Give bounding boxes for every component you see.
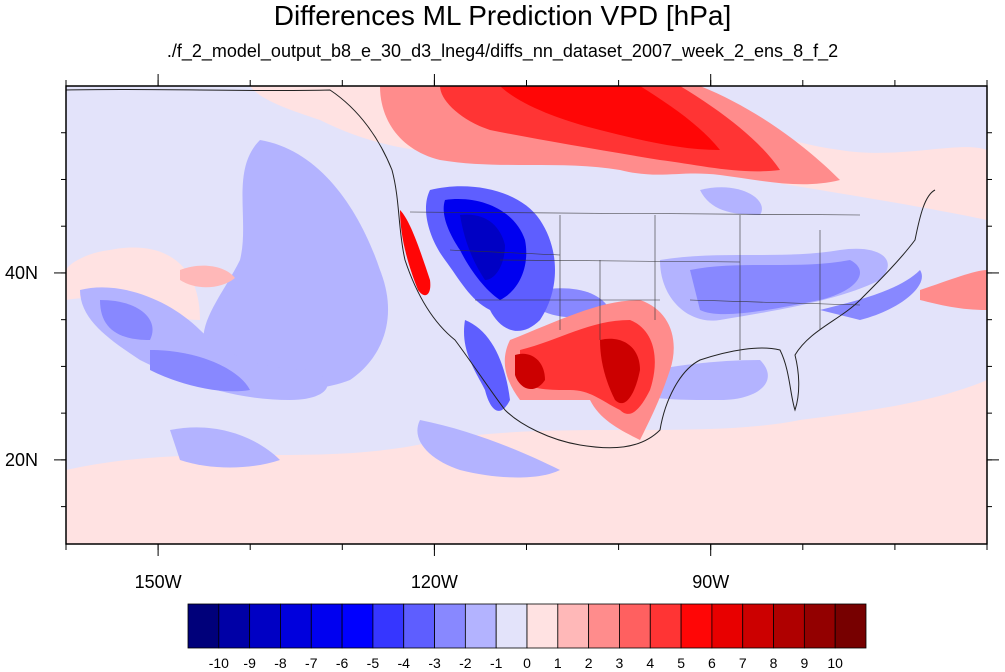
atlantic-red-patch bbox=[920, 270, 987, 310]
colorbar-label: 7 bbox=[739, 655, 747, 671]
coastline bbox=[66, 88, 936, 449]
colorbar-labels: -10 -9 -8 -7 -6 -5 -4 -3 -2 -1 0 1 2 3 4 5 6 7 8 9 10 bbox=[209, 655, 843, 671]
colorbar-swatch bbox=[280, 603, 312, 649]
colorbar-swatch bbox=[249, 603, 281, 649]
map-plot-area bbox=[66, 86, 987, 544]
colorbar-label: 3 bbox=[616, 655, 624, 671]
colorbar-label: 4 bbox=[646, 655, 654, 671]
colorbar-label: 9 bbox=[800, 655, 808, 671]
red-california-strip bbox=[400, 210, 431, 296]
colorbar-swatch bbox=[341, 603, 374, 649]
colorbar-label: -1 bbox=[490, 655, 503, 671]
colorbar-label: -3 bbox=[428, 655, 441, 671]
political-borders bbox=[409, 211, 861, 360]
colorbar-label: -7 bbox=[305, 655, 318, 671]
blue-west-region-deep bbox=[460, 214, 505, 280]
x-tick-label: 120W bbox=[411, 572, 458, 592]
colorbar-label: 6 bbox=[708, 655, 716, 671]
colorbar-swatch bbox=[649, 603, 682, 649]
colorbar-swatch bbox=[588, 603, 620, 649]
colorbar-swatch bbox=[187, 603, 220, 649]
colorbar-label: 8 bbox=[770, 655, 778, 671]
colorbar-label: 2 bbox=[585, 655, 593, 671]
colorbar-label: 1 bbox=[554, 655, 562, 671]
axis-ticks bbox=[54, 74, 999, 556]
colorbar-swatch bbox=[526, 603, 559, 649]
colorbar-label: -9 bbox=[243, 655, 256, 671]
colorbar-swatch bbox=[742, 603, 774, 649]
pacific-pink-region bbox=[66, 247, 200, 320]
colorbar-swatch bbox=[773, 603, 805, 649]
y-tick-label: 40N bbox=[5, 263, 38, 283]
colorbar-swatch bbox=[372, 603, 405, 649]
colorbar-swatch bbox=[464, 603, 497, 649]
colorbar-label: 10 bbox=[827, 655, 843, 671]
colorbar bbox=[187, 603, 867, 649]
pacific-red-patch bbox=[180, 265, 235, 288]
colorbar-label: -8 bbox=[274, 655, 287, 671]
colorbar-swatch bbox=[557, 603, 590, 649]
colorbar-swatch bbox=[711, 603, 744, 649]
red-south-region-deep bbox=[515, 338, 640, 404]
colorbar-label: -6 bbox=[336, 655, 349, 671]
colorbar-swatch bbox=[834, 603, 867, 649]
colorbar-swatch bbox=[403, 603, 435, 649]
red-north-region-core bbox=[500, 86, 720, 150]
map-subtitle: ./f_2_model_output_b8_e_30_d3_lneg4/diff… bbox=[166, 41, 839, 61]
colorbar-label: -10 bbox=[209, 655, 229, 671]
x-tick-label: 150W bbox=[135, 572, 182, 592]
colorbar-swatch bbox=[619, 603, 651, 649]
colorbar-swatch bbox=[434, 603, 466, 649]
colorbar-swatch bbox=[680, 603, 713, 649]
colorbar-label: -5 bbox=[367, 655, 380, 671]
colorbar-swatch bbox=[803, 603, 836, 649]
colorbar-swatch bbox=[310, 603, 343, 649]
colorbar-label: -2 bbox=[459, 655, 472, 671]
colorbar-swatch bbox=[218, 603, 251, 649]
light-blue-regions bbox=[100, 260, 922, 392]
map-title: Differences ML Prediction VPD [hPa] bbox=[273, 0, 732, 31]
axis-labels: 150W 120W 90W 40N 20N bbox=[5, 263, 729, 592]
x-tick-label: 90W bbox=[692, 572, 729, 592]
y-tick-label: 20N bbox=[5, 450, 38, 470]
colorbar-label: 0 bbox=[523, 655, 531, 671]
colorbar-label: -4 bbox=[398, 655, 411, 671]
colorbar-label: 5 bbox=[677, 655, 685, 671]
colorbar-swatch bbox=[495, 603, 528, 649]
